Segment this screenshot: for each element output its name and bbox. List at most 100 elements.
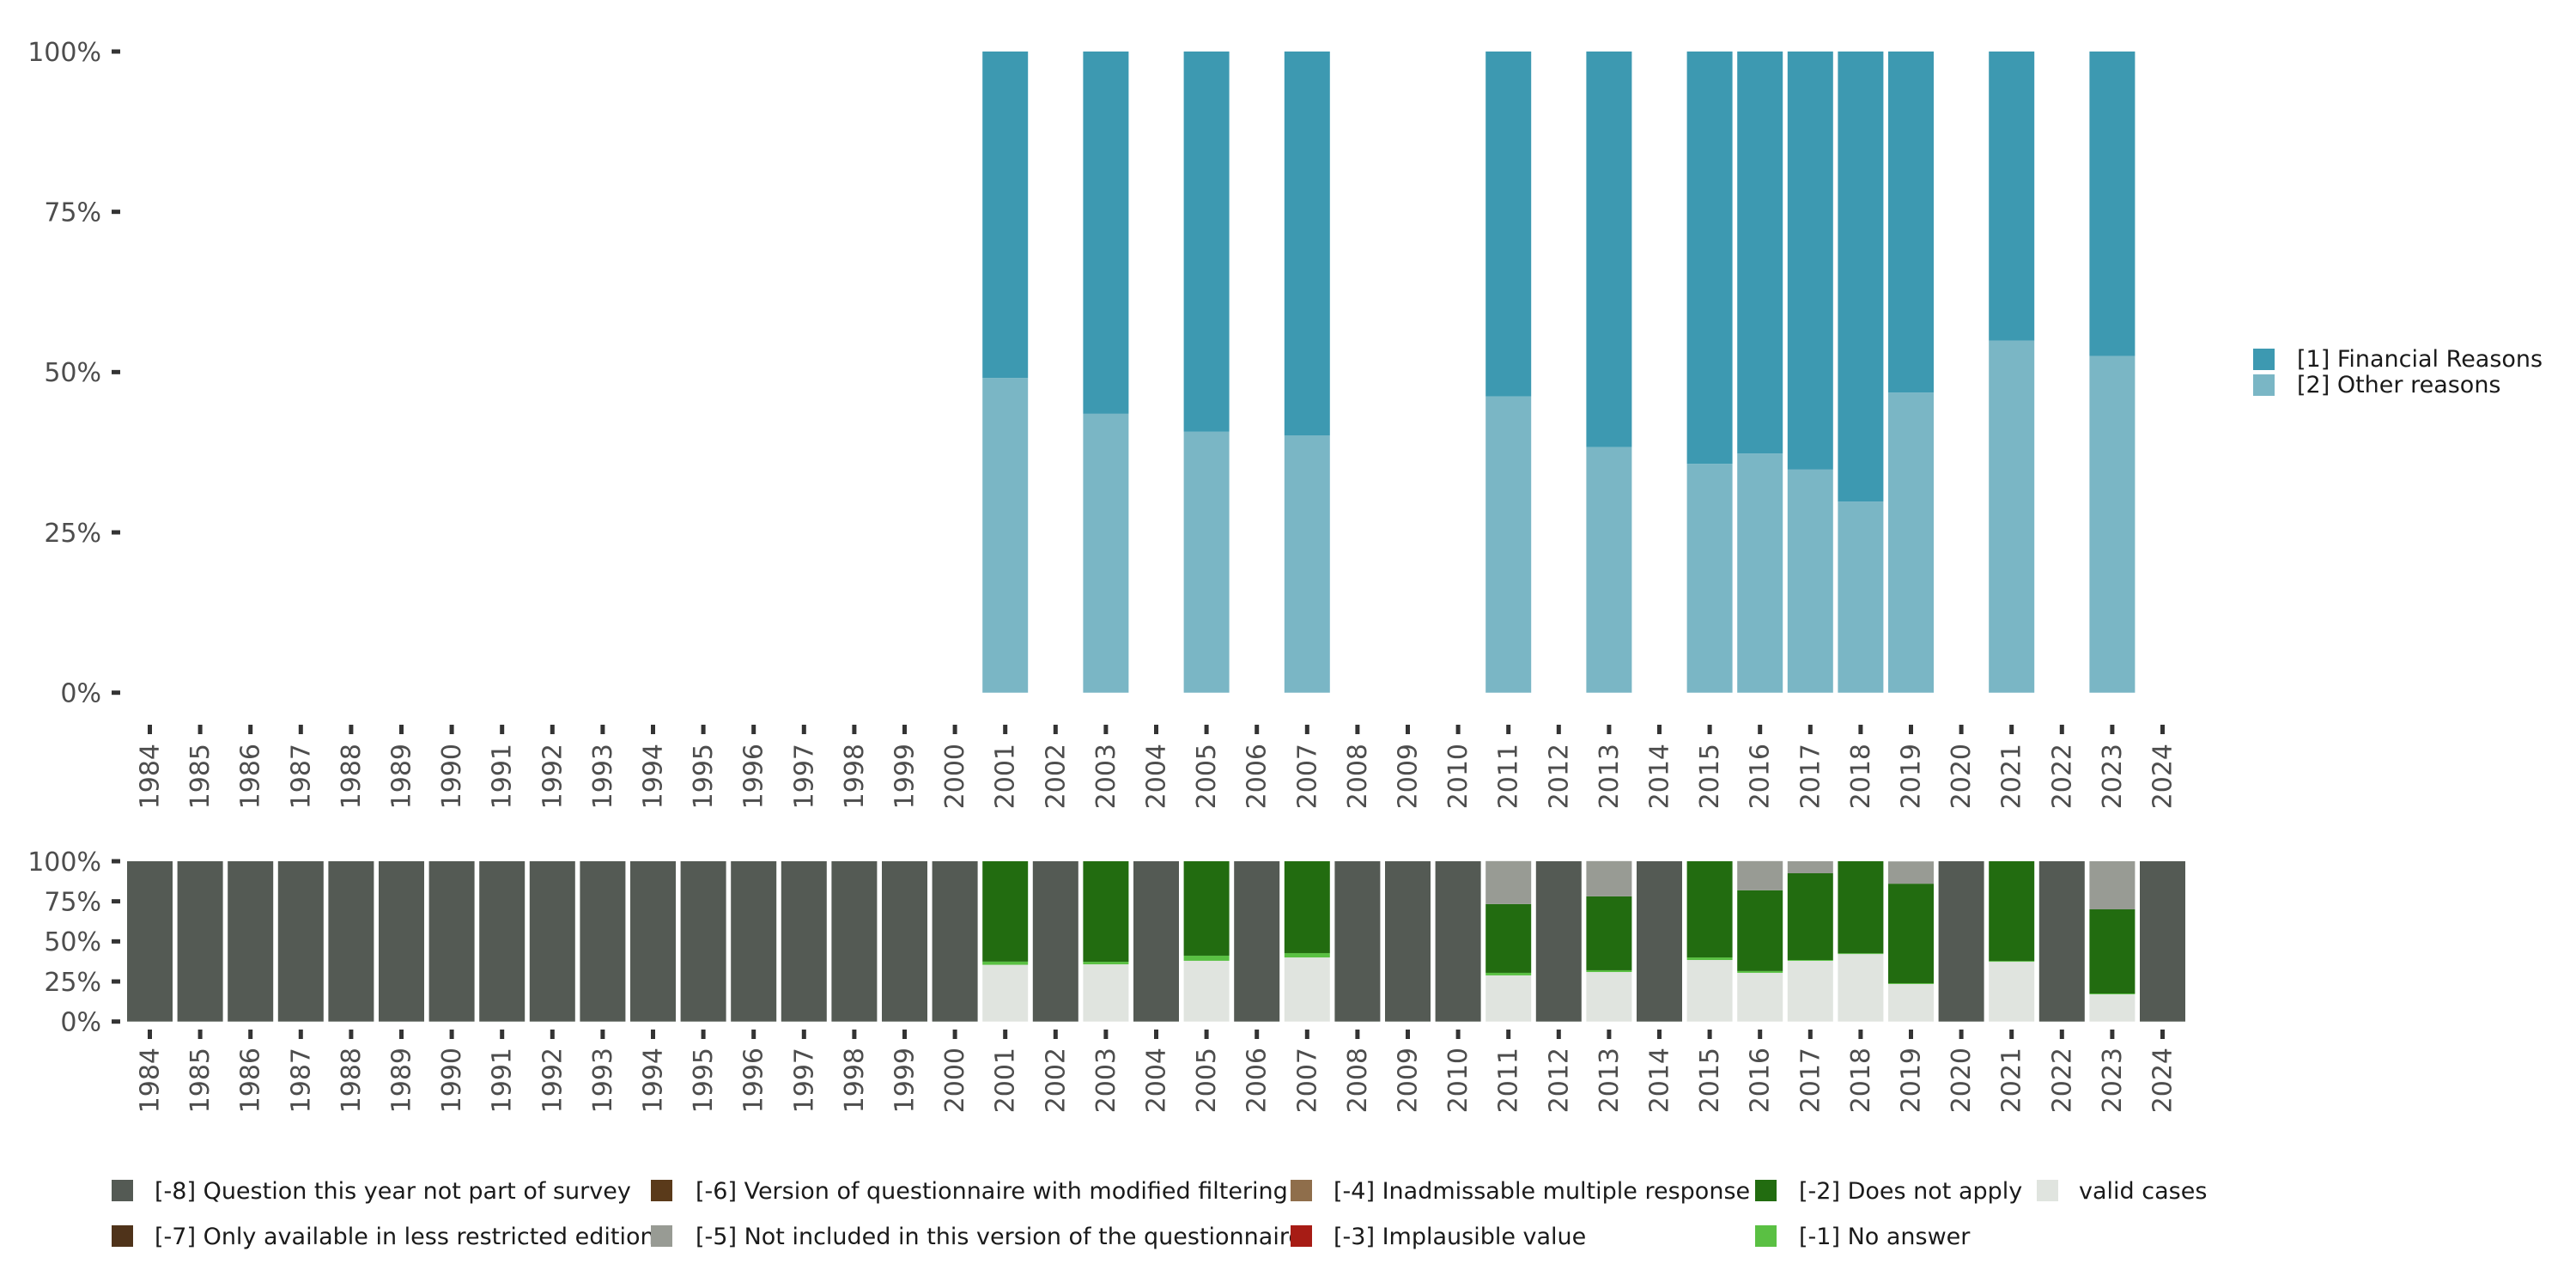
bar-stack-2011 bbox=[1485, 52, 1532, 693]
x-tick-mark bbox=[1103, 1030, 1109, 1039]
y-tick-label: 100% bbox=[27, 38, 101, 68]
x-tick-mark bbox=[2059, 725, 2064, 734]
x-tick-label: 2021 bbox=[1997, 1048, 2027, 1113]
top-legend: [1] Financial Reasons[2] Other reasons bbox=[2253, 346, 2543, 398]
x-tick-mark bbox=[1003, 725, 1008, 734]
bar-8-question-this-year-not-part-of-survey-2024 bbox=[2140, 861, 2185, 1022]
y-tick-mark bbox=[112, 939, 120, 944]
bar-8-question-this-year-not-part-of-survey-2006 bbox=[1234, 861, 1280, 1022]
x-tick-mark bbox=[248, 725, 253, 734]
top-y-axis: 0% 25% 50% 75% 100% bbox=[27, 38, 120, 709]
x-tick-mark bbox=[1807, 1030, 1813, 1039]
bar-1-no-answer-2011 bbox=[1485, 972, 1532, 975]
bar-stack-2001 bbox=[982, 52, 1029, 693]
bar-8-question-this-year-not-part-of-survey-1988 bbox=[328, 861, 374, 1022]
x-tick-label: 2013 bbox=[1595, 744, 1625, 809]
x-tick-label: 2008 bbox=[1343, 1048, 1373, 1113]
bar-stack-1998 bbox=[831, 861, 878, 1022]
bar-valid-cases-2018 bbox=[1838, 954, 1884, 1022]
legend-label: [-4] Inadmissable multiple response bbox=[1334, 1178, 1750, 1205]
x-tick-label: 2007 bbox=[1292, 744, 1322, 809]
bar-stack-2014 bbox=[1637, 861, 1682, 1022]
x-tick-mark bbox=[1657, 1030, 1662, 1039]
x-tick-label: 2011 bbox=[1494, 744, 1524, 809]
x-tick-label: 1992 bbox=[538, 1048, 568, 1113]
x-tick-label: 2001 bbox=[991, 744, 1021, 809]
legend-label: [-2] Does not apply bbox=[1799, 1178, 2022, 1205]
x-tick-label: 1986 bbox=[236, 1048, 266, 1113]
x-tick-label: 2019 bbox=[1897, 1048, 1927, 1113]
x-tick-mark bbox=[1909, 725, 1913, 734]
bar-8-question-this-year-not-part-of-survey-2012 bbox=[1535, 861, 1582, 1022]
x-tick-mark bbox=[1204, 1030, 1209, 1039]
bar-1-no-answer-2021 bbox=[1989, 961, 2035, 963]
x-tick-mark bbox=[1304, 725, 1309, 734]
x-tick-label: 1995 bbox=[689, 1048, 719, 1113]
bar-stack-2001 bbox=[982, 861, 1029, 1022]
bar-8-question-this-year-not-part-of-survey-2020 bbox=[1938, 861, 1984, 1022]
bar-1-no-answer-2001 bbox=[982, 961, 1029, 965]
legend-label: [-6] Version of questionnaire with modif… bbox=[696, 1178, 1288, 1205]
x-tick-label: 1999 bbox=[890, 744, 920, 809]
legend-swatch bbox=[112, 1180, 133, 1201]
bar-8-question-this-year-not-part-of-survey-1989 bbox=[379, 861, 424, 1022]
x-tick-mark bbox=[500, 725, 505, 734]
bar-stack-2017 bbox=[1787, 52, 1833, 693]
x-tick-label: 1993 bbox=[588, 1048, 618, 1113]
x-tick-mark bbox=[1607, 725, 1612, 734]
x-tick-mark bbox=[1858, 725, 1863, 734]
x-tick-label: 2015 bbox=[1695, 744, 1725, 809]
x-tick-label: 2010 bbox=[1443, 744, 1473, 809]
y-tick-mark bbox=[112, 49, 120, 54]
x-tick-label: 1995 bbox=[689, 744, 719, 809]
bar-8-question-this-year-not-part-of-survey-1990 bbox=[428, 861, 475, 1022]
x-tick-mark bbox=[298, 1030, 303, 1039]
legend-label: [-5] Not included in this version of the… bbox=[696, 1224, 1303, 1250]
bar-stack-2018 bbox=[1838, 861, 1884, 1022]
x-tick-mark bbox=[2110, 725, 2115, 734]
bar-stack-1992 bbox=[529, 861, 575, 1022]
legend-swatch bbox=[2253, 374, 2275, 396]
legend-label: [1] Financial Reasons bbox=[2297, 346, 2543, 373]
bar-1-no-answer-2023 bbox=[2089, 993, 2136, 994]
y-tick-label: 0% bbox=[60, 1008, 101, 1038]
bar-5-not-included-in-this-version-of-the-questionnaire-2011 bbox=[1485, 860, 1532, 904]
x-tick-label: 2009 bbox=[1394, 744, 1424, 809]
x-tick-mark bbox=[1707, 1030, 1712, 1039]
x-tick-label: 2016 bbox=[1746, 1048, 1776, 1113]
bar-stack-2022 bbox=[2038, 861, 2085, 1022]
bar-stack-1995 bbox=[680, 861, 726, 1022]
bar-1-no-answer-2005 bbox=[1183, 955, 1230, 961]
bar-stack-2023 bbox=[2089, 861, 2136, 1022]
x-tick-mark bbox=[148, 1030, 152, 1039]
bar-valid-cases-2013 bbox=[1586, 972, 1632, 1022]
bar-valid-cases-2011 bbox=[1485, 975, 1532, 1022]
x-tick-label: 1998 bbox=[840, 744, 870, 809]
bottom-bars bbox=[127, 860, 2185, 1022]
bar-2-does-not-apply-2021 bbox=[1989, 861, 2035, 962]
bar-8-question-this-year-not-part-of-survey-2008 bbox=[1334, 861, 1381, 1022]
bar-1-no-answer-2015 bbox=[1686, 957, 1733, 961]
bar-stack-2013 bbox=[1586, 52, 1632, 693]
bar-2-does-not-apply-2013 bbox=[1586, 896, 1632, 970]
top-bars bbox=[982, 52, 2136, 693]
legend-swatch bbox=[651, 1225, 672, 1247]
bar-1-no-answer-2016 bbox=[1737, 970, 1783, 973]
x-tick-label: 1987 bbox=[286, 1048, 316, 1113]
x-tick-mark bbox=[751, 1030, 756, 1039]
bar-1-no-answer-2017 bbox=[1787, 960, 1833, 961]
legend-label: [-8] Question this year not part of surv… bbox=[155, 1178, 631, 1205]
x-tick-mark bbox=[751, 725, 756, 734]
bar-stack-2008 bbox=[1334, 861, 1381, 1022]
bar-8-question-this-year-not-part-of-survey-1994 bbox=[630, 861, 676, 1022]
bar-stack-2011 bbox=[1485, 860, 1532, 1022]
bar-1-financial-reasons-2017 bbox=[1787, 52, 1833, 470]
x-tick-label: 2012 bbox=[1544, 1048, 1574, 1113]
y-tick-label: 75% bbox=[44, 887, 101, 917]
bar-valid-cases-2016 bbox=[1737, 972, 1783, 1022]
x-tick-mark bbox=[1607, 1030, 1612, 1039]
bar-2-other-reasons-2007 bbox=[1284, 435, 1330, 693]
x-tick-label: 1997 bbox=[789, 744, 819, 809]
bar-8-question-this-year-not-part-of-survey-2022 bbox=[2038, 861, 2085, 1022]
